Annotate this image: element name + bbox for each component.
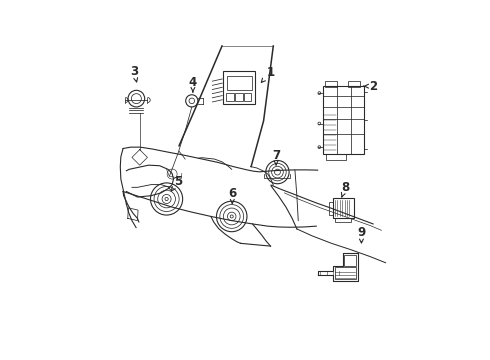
Bar (333, 198, 354, 219)
Text: 6: 6 (228, 187, 236, 203)
Text: 5: 5 (172, 175, 183, 191)
Bar (329, 202, 333, 215)
Bar (335, 219, 351, 222)
Bar (235, 93, 243, 102)
Text: 2: 2 (364, 80, 377, 93)
Bar (325, 81, 337, 87)
Text: 3: 3 (130, 65, 138, 82)
Bar (322, 86, 364, 154)
Text: 4: 4 (189, 76, 197, 92)
Text: 1: 1 (261, 66, 274, 82)
Bar (226, 93, 234, 102)
Text: 8: 8 (341, 181, 349, 197)
Bar (223, 72, 255, 104)
Bar (227, 76, 252, 90)
Text: 9: 9 (357, 226, 366, 243)
Bar (348, 81, 360, 87)
Text: 7: 7 (272, 149, 280, 165)
Bar (244, 93, 251, 102)
Bar (335, 267, 356, 279)
Bar (326, 154, 346, 159)
Bar (344, 255, 356, 266)
